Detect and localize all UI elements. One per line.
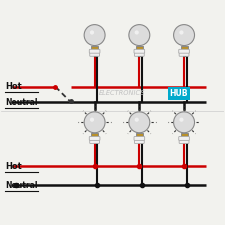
FancyBboxPatch shape [179,137,189,140]
FancyBboxPatch shape [134,139,144,144]
Text: Hot: Hot [5,82,22,91]
Circle shape [179,30,184,35]
Circle shape [174,25,195,45]
FancyBboxPatch shape [89,137,100,140]
Circle shape [90,118,94,122]
Circle shape [84,112,105,133]
FancyBboxPatch shape [134,49,145,53]
FancyBboxPatch shape [179,49,189,53]
Circle shape [129,25,150,45]
FancyBboxPatch shape [91,133,98,137]
FancyBboxPatch shape [91,45,98,50]
FancyBboxPatch shape [134,137,145,140]
Text: HUB: HUB [169,89,188,98]
FancyBboxPatch shape [180,133,188,137]
FancyBboxPatch shape [180,45,188,50]
Text: Neutral: Neutral [5,181,38,190]
FancyBboxPatch shape [136,45,143,50]
FancyBboxPatch shape [90,52,99,56]
FancyBboxPatch shape [90,139,99,144]
FancyBboxPatch shape [134,52,144,56]
Text: ELECTRONICS: ELECTRONICS [99,90,146,97]
FancyBboxPatch shape [89,49,100,53]
Circle shape [174,112,195,133]
FancyBboxPatch shape [179,52,189,56]
Circle shape [135,118,139,122]
Circle shape [135,30,139,35]
Circle shape [84,25,105,45]
Circle shape [90,30,94,35]
Text: Hot: Hot [5,162,22,171]
FancyBboxPatch shape [179,139,189,144]
Text: Neutral: Neutral [5,98,38,107]
Circle shape [179,118,184,122]
FancyBboxPatch shape [136,133,143,137]
Circle shape [129,112,150,133]
